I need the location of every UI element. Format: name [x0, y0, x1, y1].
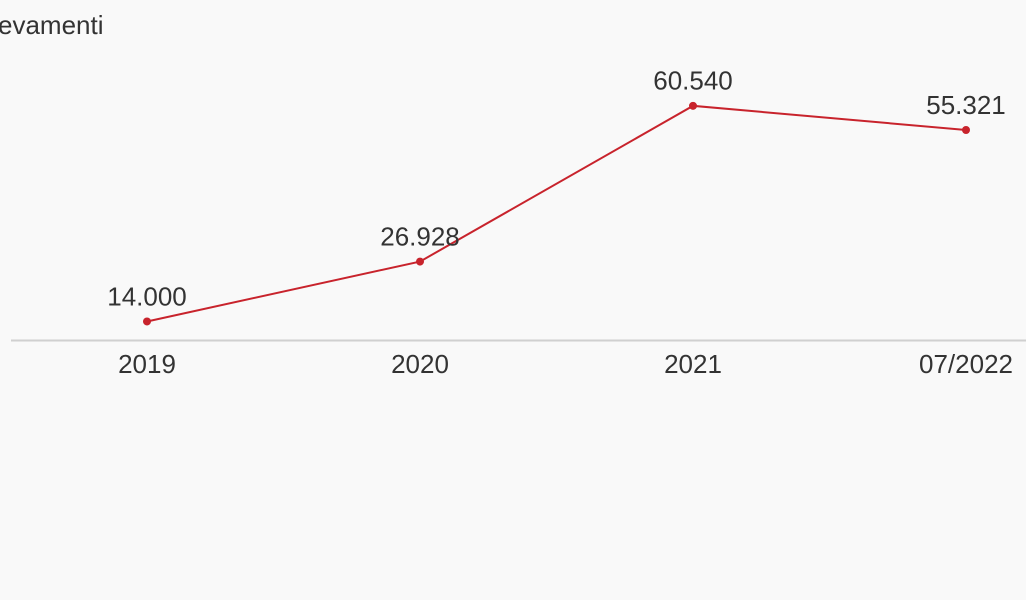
data-point	[143, 317, 151, 326]
data-point	[962, 126, 970, 135]
x-tick-label: 07/2022	[919, 349, 1013, 379]
chart-title: evamenti	[0, 10, 104, 40]
x-tick-label: 2020	[391, 349, 449, 379]
data-label: 55.321	[926, 90, 1006, 120]
series-line	[146, 104, 967, 323]
data-label: 60.540	[653, 66, 733, 96]
x-tick-label: 2019	[118, 349, 176, 379]
data-point	[689, 101, 697, 110]
data-point	[416, 257, 424, 266]
x-tick-label: 2021	[664, 349, 722, 379]
data-label: 26.928	[380, 221, 460, 251]
data-label: 14.000	[107, 281, 187, 311]
